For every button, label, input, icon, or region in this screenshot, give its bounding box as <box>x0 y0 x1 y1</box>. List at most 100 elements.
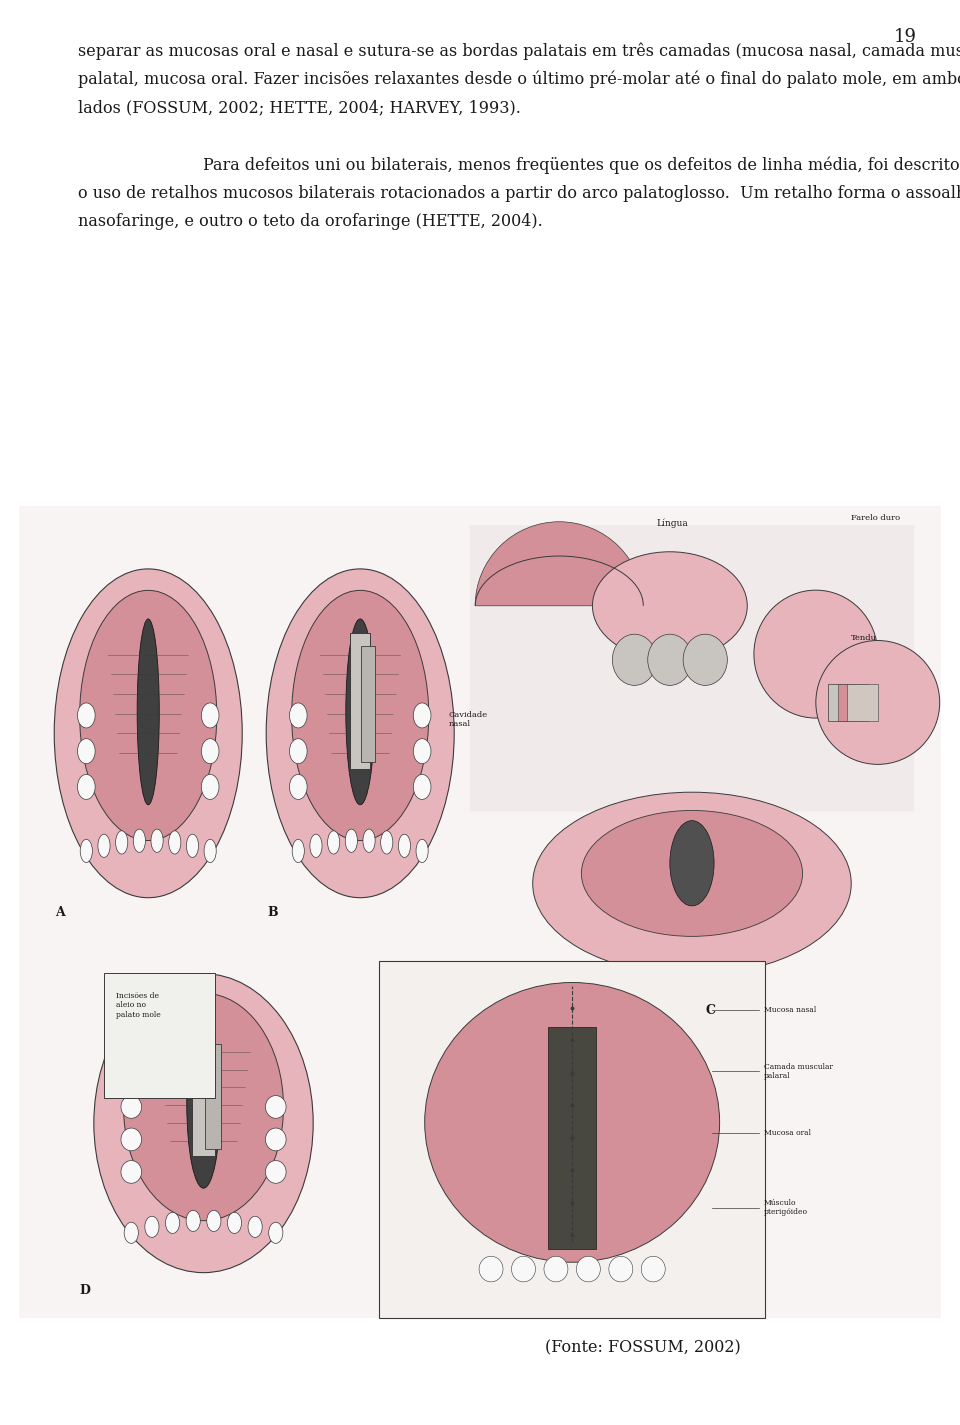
Ellipse shape <box>165 1213 180 1234</box>
Ellipse shape <box>78 738 95 764</box>
Ellipse shape <box>266 1096 286 1119</box>
Ellipse shape <box>204 839 216 862</box>
Text: nasofaringe, e outro o teto da orofaringe (HETTE, 2004).: nasofaringe, e outro o teto da orofaring… <box>78 212 542 229</box>
Ellipse shape <box>289 738 307 764</box>
Ellipse shape <box>248 1217 262 1237</box>
Text: Músculo
pterigóideo: Músculo pterigóideo <box>764 1198 808 1217</box>
Ellipse shape <box>202 738 219 764</box>
Ellipse shape <box>202 774 219 799</box>
Ellipse shape <box>145 1217 159 1237</box>
Ellipse shape <box>137 618 159 805</box>
Ellipse shape <box>292 839 304 862</box>
Text: Cavidade
nasal: Cavidade nasal <box>448 711 488 728</box>
Ellipse shape <box>413 738 431 764</box>
Text: 19: 19 <box>894 28 917 46</box>
Ellipse shape <box>121 1096 141 1119</box>
Text: (Fonte: FOSSUM, 2002): (Fonte: FOSSUM, 2002) <box>545 1340 741 1357</box>
Ellipse shape <box>124 993 283 1221</box>
Ellipse shape <box>641 1257 665 1282</box>
Text: Para defeitos uni ou bilaterais, menos freqüentes que os defeitos de linha média: Para defeitos uni ou bilaterais, menos f… <box>203 155 960 174</box>
Ellipse shape <box>169 831 180 854</box>
Text: Incisões de
aleio no
palato mole: Incisões de aleio no palato mole <box>116 992 161 1019</box>
Ellipse shape <box>684 634 728 685</box>
Ellipse shape <box>292 590 429 841</box>
Ellipse shape <box>413 703 431 728</box>
Ellipse shape <box>533 792 852 975</box>
FancyBboxPatch shape <box>105 973 215 1099</box>
Text: Mucosa oral: Mucosa oral <box>764 1129 811 1137</box>
Text: palatal, mucosa oral. Fazer incisões relaxantes desde o último pré-molar até o f: palatal, mucosa oral. Fazer incisões rel… <box>78 70 960 88</box>
Ellipse shape <box>266 569 454 898</box>
Ellipse shape <box>479 1257 503 1282</box>
Ellipse shape <box>121 1160 141 1183</box>
Ellipse shape <box>54 569 242 898</box>
Ellipse shape <box>124 1223 138 1244</box>
Text: Tendu: Tendu <box>852 634 877 641</box>
Ellipse shape <box>544 1257 568 1282</box>
Ellipse shape <box>289 703 307 728</box>
Ellipse shape <box>186 1210 201 1231</box>
Bar <box>192 1032 215 1156</box>
Ellipse shape <box>80 590 217 841</box>
Bar <box>361 647 375 762</box>
Ellipse shape <box>363 829 375 852</box>
Ellipse shape <box>648 634 692 685</box>
Ellipse shape <box>289 774 307 799</box>
Text: Mucosa nasal: Mucosa nasal <box>764 1006 816 1013</box>
Text: o uso de retalhos mucosos bilaterais rotacionados a partir do arco palatoglosso.: o uso de retalhos mucosos bilaterais rot… <box>78 184 960 201</box>
Text: Camada muscular
palaral: Camada muscular palaral <box>764 1063 833 1080</box>
Ellipse shape <box>416 839 428 862</box>
Ellipse shape <box>187 1019 220 1188</box>
Ellipse shape <box>202 703 219 728</box>
Ellipse shape <box>512 1257 536 1282</box>
FancyBboxPatch shape <box>379 960 765 1318</box>
Ellipse shape <box>670 821 714 906</box>
Ellipse shape <box>612 634 657 685</box>
Ellipse shape <box>269 1223 283 1244</box>
Bar <box>847 684 877 721</box>
Ellipse shape <box>609 1257 633 1282</box>
Ellipse shape <box>413 774 431 799</box>
Ellipse shape <box>151 829 163 852</box>
Text: C: C <box>706 1003 715 1016</box>
Ellipse shape <box>186 834 199 858</box>
Bar <box>19 506 941 1318</box>
Ellipse shape <box>582 811 803 936</box>
Text: Farelo duro: Farelo duro <box>852 514 900 523</box>
Bar <box>204 1045 221 1149</box>
Ellipse shape <box>327 831 340 854</box>
Bar <box>837 684 869 721</box>
Ellipse shape <box>81 839 92 862</box>
Circle shape <box>816 640 940 764</box>
Ellipse shape <box>346 618 374 805</box>
Text: separar as mucosas oral e nasal e sutura-se as bordas palatais em três camadas (: separar as mucosas oral e nasal e sutura… <box>78 41 960 60</box>
Ellipse shape <box>78 703 95 728</box>
Ellipse shape <box>133 829 146 852</box>
Ellipse shape <box>346 829 357 852</box>
Bar <box>548 1027 596 1248</box>
Ellipse shape <box>424 982 720 1263</box>
Ellipse shape <box>94 973 313 1273</box>
Text: Língua: Língua <box>657 519 688 529</box>
Text: D: D <box>80 1284 90 1297</box>
Wedge shape <box>475 522 643 606</box>
Ellipse shape <box>98 834 110 858</box>
Ellipse shape <box>78 774 95 799</box>
Bar <box>828 684 859 721</box>
Bar <box>350 633 371 770</box>
Ellipse shape <box>592 551 747 660</box>
Ellipse shape <box>381 831 393 854</box>
Ellipse shape <box>228 1213 242 1234</box>
Ellipse shape <box>121 1129 141 1151</box>
Ellipse shape <box>310 834 322 858</box>
FancyBboxPatch shape <box>469 526 914 811</box>
Ellipse shape <box>266 1129 286 1151</box>
Ellipse shape <box>266 1160 286 1183</box>
Ellipse shape <box>206 1210 221 1231</box>
Ellipse shape <box>754 590 877 718</box>
Text: lados (FOSSUM, 2002; HETTE, 2004; HARVEY, 1993).: lados (FOSSUM, 2002; HETTE, 2004; HARVEY… <box>78 98 521 115</box>
Text: B: B <box>267 906 277 919</box>
Ellipse shape <box>576 1257 600 1282</box>
Ellipse shape <box>115 831 128 854</box>
Ellipse shape <box>398 834 411 858</box>
